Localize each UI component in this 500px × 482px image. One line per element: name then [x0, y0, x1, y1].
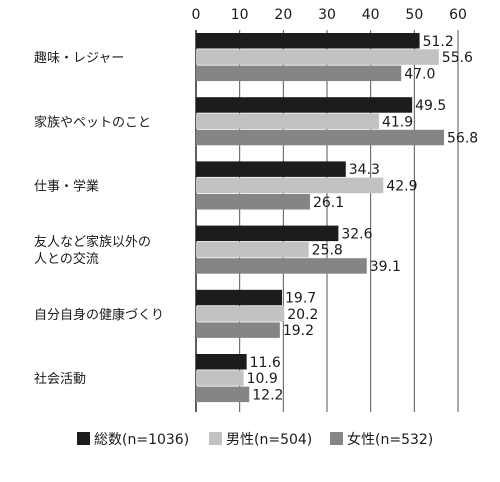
x-tick-label: 10 [231, 7, 249, 23]
bar [196, 113, 379, 129]
bar [196, 33, 420, 49]
legend-label: 男性(n=504) [226, 432, 312, 448]
value-label: 34.3 [349, 162, 380, 178]
bar [196, 194, 310, 210]
bar [196, 177, 384, 194]
x-tick-label: 30 [318, 7, 336, 23]
value-label: 39.1 [370, 259, 401, 275]
legend-label: 女性(n=532) [347, 431, 433, 448]
legend-label: 総数(n=1036) [94, 432, 189, 448]
category-label: 自分自身の健康づくり [34, 307, 164, 323]
value-label: 19.2 [283, 323, 314, 339]
value-labels: 51.255.6 47.0 49.541.9 56.8 34.3 42.9 26.1 32.6… [247, 34, 479, 404]
value-label: 12.2 [252, 387, 283, 403]
bar [196, 322, 280, 338]
value-label: 47.0 [404, 66, 435, 82]
bar [196, 161, 346, 177]
grid-lines [195, 30, 459, 412]
category-label: 人との交流 [34, 251, 99, 267]
bar [196, 97, 413, 113]
bar [196, 225, 339, 242]
category-label: 家族やペットのこと [34, 114, 151, 130]
legend-swatch [330, 432, 343, 445]
value-label: 51.2 [423, 34, 454, 50]
value-label: 10.9 [247, 371, 278, 387]
value-label: 25.8 [312, 243, 343, 259]
bar [196, 241, 309, 258]
bar [196, 258, 367, 274]
legend-swatch [209, 432, 222, 445]
x-tick-label: 50 [405, 7, 423, 23]
x-axis-ticks: 0 10 20 30 40 50 60 [192, 7, 467, 23]
bar [196, 370, 244, 386]
legend: 総数(n=1036) 男性(n=504) 女性(n=532) [77, 431, 433, 448]
value-label: 49.5 [415, 98, 446, 114]
bars [196, 33, 445, 403]
category-label: 仕事・学業 [34, 178, 99, 194]
value-label: 41.9 [382, 114, 413, 130]
category-label: 趣味・レジャー [34, 51, 124, 66]
legend-swatch [77, 432, 90, 445]
value-label: 26.1 [313, 195, 344, 211]
value-label: 56.8 [447, 131, 478, 147]
x-tick-label: 0 [192, 7, 201, 23]
bar [196, 49, 439, 65]
bar [196, 386, 250, 403]
x-tick-label: 20 [274, 7, 292, 23]
value-label: 42.9 [386, 178, 417, 194]
category-label: 社会活動 [34, 371, 86, 387]
value-label: 11.6 [250, 355, 281, 371]
value-label: 20.2 [287, 307, 318, 323]
bar [196, 129, 445, 146]
bar [196, 306, 285, 322]
bar [196, 354, 247, 370]
bar [196, 289, 283, 306]
bar [196, 65, 402, 82]
category-label: 友人など家族以外の [34, 234, 151, 250]
value-label: 19.7 [285, 291, 316, 307]
value-label: 32.6 [341, 226, 372, 242]
value-label: 55.6 [442, 50, 473, 66]
x-tick-label: 60 [449, 7, 467, 23]
category-labels: 趣味・レジャー家族やペットのこと仕事・学業友人など家族以外の人との交流自分自身の… [34, 51, 164, 387]
x-tick-label: 40 [362, 7, 380, 23]
